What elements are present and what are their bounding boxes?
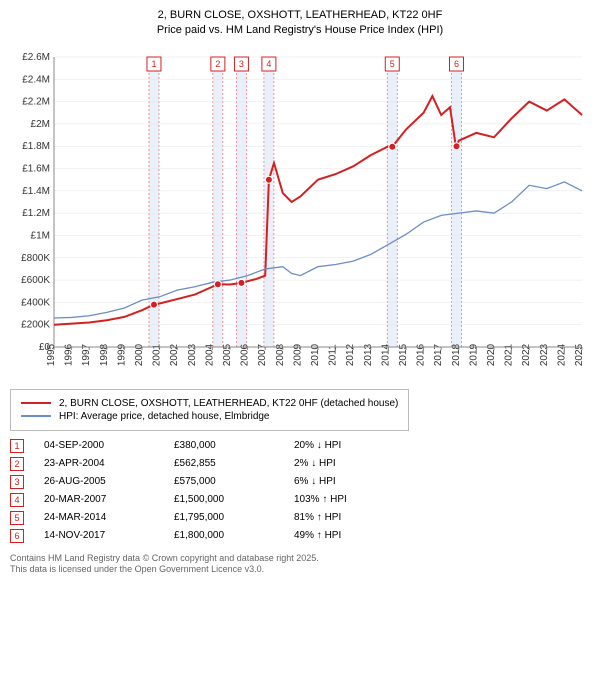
svg-text:£1.4M: £1.4M [22,186,50,197]
legend: 2, BURN CLOSE, OXSHOTT, LEATHERHEAD, KT2… [10,389,409,431]
transaction-hpi-diff: 6% ↓ HPI [294,476,414,487]
legend-item: HPI: Average price, detached house, Elmb… [21,411,398,422]
legend-swatch [21,415,51,417]
svg-text:6: 6 [454,59,459,69]
transaction-hpi-diff: 20% ↓ HPI [294,440,414,451]
transaction-marker: 4 [10,493,24,507]
svg-text:£2.2M: £2.2M [22,96,50,107]
legend-item: 2, BURN CLOSE, OXSHOTT, LEATHERHEAD, KT2… [21,398,398,409]
transaction-hpi-diff: 81% ↑ HPI [294,512,414,523]
svg-text:5: 5 [390,59,395,69]
transaction-price: £562,855 [174,458,294,469]
transaction-marker: 1 [10,439,24,453]
price-chart: £0£200K£400K£600K£800K£1M£1.2M£1.4M£1.6M… [10,45,590,385]
transaction-marker: 2 [10,457,24,471]
transaction-hpi-diff: 103% ↑ HPI [294,494,414,505]
svg-text:£400K: £400K [21,297,50,308]
footer-attribution: Contains HM Land Registry data © Crown c… [10,553,590,576]
transaction-price: £1,800,000 [174,530,294,541]
footer-line-1: Contains HM Land Registry data © Crown c… [10,553,590,565]
table-row: 6 14-NOV-2017£1,800,00049% ↑ HPI [10,529,590,543]
chart-area: £0£200K£400K£600K£800K£1M£1.2M£1.4M£1.6M… [10,45,590,385]
transaction-date: 14-NOV-2017 [44,530,174,541]
transactions-table: 1 04-SEP-2000£380,00020% ↓ HPI 2 23-APR-200… [10,439,590,543]
chart-title: 2, BURN CLOSE, OXSHOTT, LEATHERHEAD, KT2… [10,8,590,39]
svg-text:3: 3 [239,59,244,69]
transaction-date: 24-MAR-2014 [44,512,174,523]
title-line-2: Price paid vs. HM Land Registry's House … [10,23,590,38]
svg-text:1: 1 [151,59,156,69]
legend-swatch [21,402,51,404]
table-row: 5 24-MAR-2014£1,795,00081% ↑ HPI [10,511,590,525]
legend-label: 2, BURN CLOSE, OXSHOTT, LEATHERHEAD, KT2… [59,398,398,409]
svg-text:£600K: £600K [21,275,50,286]
svg-text:£1.2M: £1.2M [22,208,50,219]
svg-text:£2M: £2M [31,119,50,130]
transaction-date: 20-MAR-2007 [44,494,174,505]
transaction-marker: 6 [10,529,24,543]
transaction-hpi-diff: 49% ↑ HPI [294,530,414,541]
legend-label: HPI: Average price, detached house, Elmb… [59,411,270,422]
transaction-marker: 3 [10,475,24,489]
svg-text:£1.6M: £1.6M [22,163,50,174]
svg-text:£1.8M: £1.8M [22,141,50,152]
svg-text:2: 2 [215,59,220,69]
transaction-price: £1,500,000 [174,494,294,505]
svg-text:£2.6M: £2.6M [22,52,50,63]
table-row: 4 20-MAR-2007£1,500,000103% ↑ HPI [10,493,590,507]
svg-text:£1M: £1M [31,230,50,241]
transaction-hpi-diff: 2% ↓ HPI [294,458,414,469]
table-row: 3 26-AUG-2005£575,0006% ↓ HPI [10,475,590,489]
svg-text:£2.4M: £2.4M [22,74,50,85]
svg-text:£800K: £800K [21,253,50,264]
transaction-date: 23-APR-2004 [44,458,174,469]
transaction-marker: 5 [10,511,24,525]
transaction-date: 26-AUG-2005 [44,476,174,487]
table-row: 2 23-APR-2004£562,8552% ↓ HPI [10,457,590,471]
footer-line-2: This data is licensed under the Open Gov… [10,564,590,576]
transaction-price: £1,795,000 [174,512,294,523]
svg-text:£200K: £200K [21,319,50,330]
transaction-price: £380,000 [174,440,294,451]
transaction-date: 04-SEP-2000 [44,440,174,451]
svg-text:4: 4 [266,59,271,69]
title-line-1: 2, BURN CLOSE, OXSHOTT, LEATHERHEAD, KT2… [10,8,590,23]
table-row: 1 04-SEP-2000£380,00020% ↓ HPI [10,439,590,453]
transaction-price: £575,000 [174,476,294,487]
